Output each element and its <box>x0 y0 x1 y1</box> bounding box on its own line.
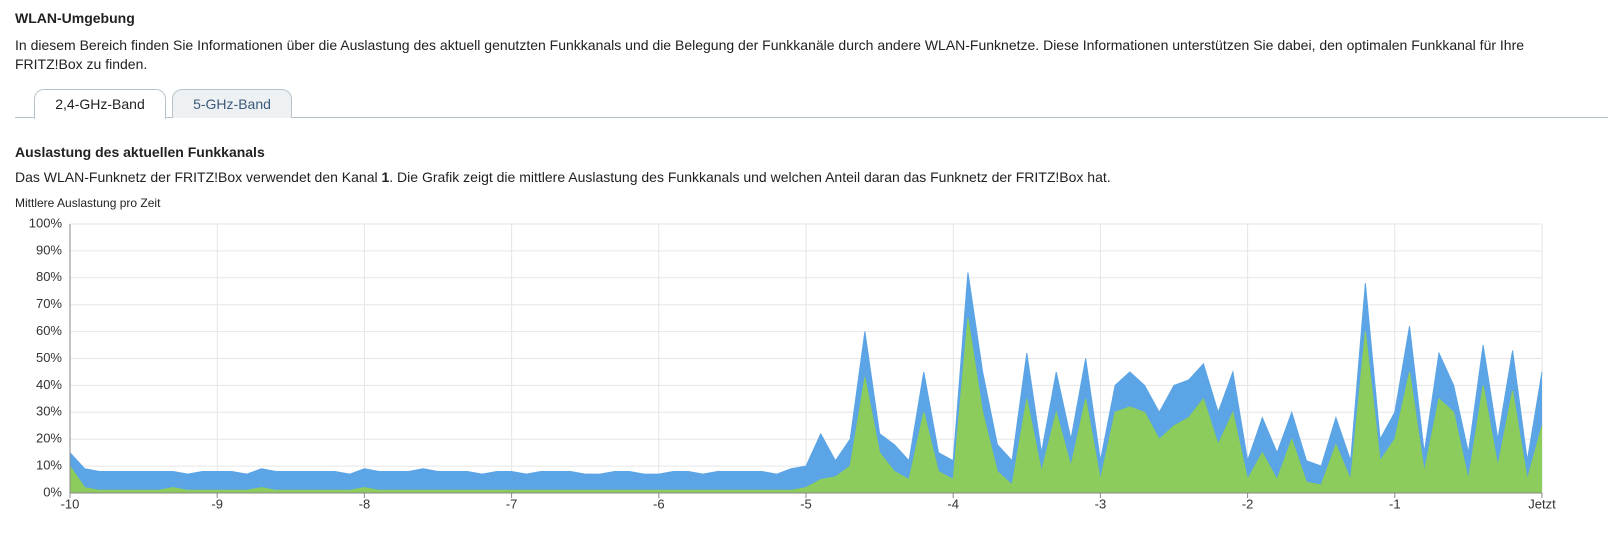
x-tick-label: -7 <box>506 496 518 511</box>
x-tick-label: -3 <box>1095 496 1107 511</box>
section-title: Auslastung des aktuellen Funkkanals <box>15 144 265 160</box>
chart: 0% 10% 20% 30% 40% 50% 60% 70% 80% 90% 100% -10 -9 -8… <box>29 215 1556 511</box>
y-tick-label: 90% <box>36 242 62 257</box>
y-tick-label: 100% <box>29 215 63 230</box>
page-title: WLAN-Umgebung <box>15 10 135 26</box>
tab-rule <box>15 117 1608 118</box>
text: Das WLAN-Funknetz der FRITZ!Box verwende… <box>15 169 382 185</box>
text: . Die Grafik zeigt die mittlere Auslastu… <box>389 169 1111 185</box>
section-text: Das WLAN-Funknetz der FRITZ!Box verwende… <box>15 168 1111 187</box>
y-tick-label: 40% <box>36 377 62 392</box>
x-tick-label: -8 <box>359 496 371 511</box>
tab[interactable]: 2,4-GHz-Band <box>34 89 166 119</box>
x-tick-label: Jetzt <box>1528 496 1556 511</box>
area-fill <box>70 318 1542 493</box>
intro-text: In diesem Bereich finden Sie Information… <box>15 37 1525 72</box>
chart-label: Mittlere Auslastung pro Zeit <box>15 196 161 210</box>
x-tick-label: -4 <box>947 496 959 511</box>
y-tick-label: 60% <box>36 323 62 338</box>
channel: 1 <box>381 169 390 185</box>
y-tick-label: 50% <box>36 350 62 365</box>
tab[interactable]: 5-GHz-Band <box>172 89 292 118</box>
x-tick-label: -9 <box>211 496 223 511</box>
area-line <box>69 272 1543 475</box>
y-tick-label: 0% <box>43 484 62 499</box>
x-tick-label: -6 <box>653 496 665 511</box>
x-tick-label: -2 <box>1242 496 1254 511</box>
area-line <box>69 318 1543 491</box>
y-tick-label: 80% <box>36 269 62 284</box>
y-tick-label: 20% <box>36 431 62 446</box>
y-tick-label: 30% <box>36 404 62 419</box>
x-tick-label: -1 <box>1389 496 1401 511</box>
x-tick-label: -5 <box>800 496 812 511</box>
y-tick-label: 10% <box>36 458 62 473</box>
x-tick-label: -10 <box>61 496 80 511</box>
y-tick-label: 70% <box>36 296 62 311</box>
